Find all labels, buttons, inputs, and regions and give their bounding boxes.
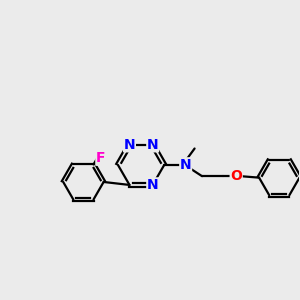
Text: F: F: [96, 151, 105, 165]
Text: N: N: [124, 138, 135, 152]
Text: O: O: [230, 169, 242, 183]
Text: N: N: [147, 138, 158, 152]
Text: N: N: [147, 178, 158, 192]
Text: N: N: [180, 158, 191, 172]
